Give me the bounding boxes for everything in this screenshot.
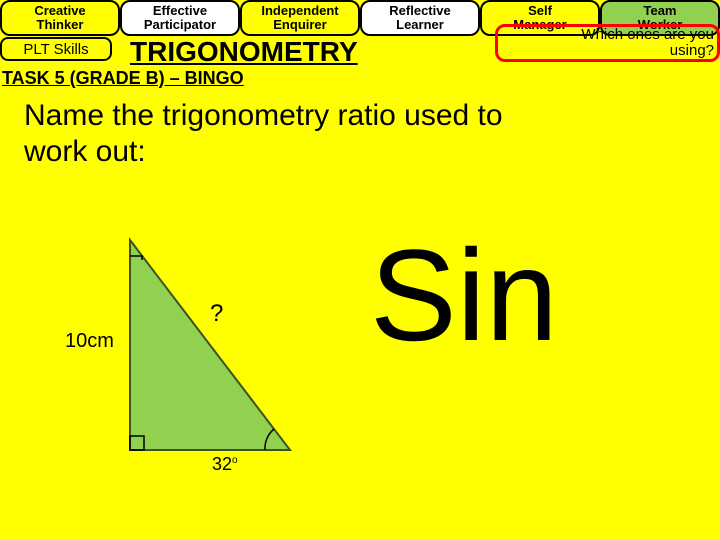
skill-label-line1: Creative (34, 4, 85, 18)
triangle-svg (90, 210, 310, 480)
triangle-shape (130, 240, 290, 450)
page-title: TRIGONOMETRY (130, 36, 358, 68)
skill-label-line2: Enquirer (273, 18, 326, 32)
plt-label: PLT Skills (23, 41, 88, 58)
plt-skills-box: PLT Skills (0, 37, 112, 61)
skill-effective: Effective Participator (120, 0, 240, 36)
angle-degree: o (232, 455, 238, 466)
hypotenuse-label: ? (210, 300, 223, 328)
skill-label-line1: Reflective (389, 4, 450, 18)
question-text: Name the trigonometry ratio used to work… (24, 98, 544, 170)
skill-label-line2: Learner (396, 18, 444, 32)
which-line2: using? (670, 43, 714, 60)
angle-value: 32 (212, 454, 232, 474)
which-ones-box: Which ones are you using? (495, 24, 720, 62)
skill-independent: Independent Enquirer (240, 0, 360, 36)
skill-label-line1: Self (528, 4, 552, 18)
skill-label-line2: Thinker (37, 18, 84, 32)
task-label: TASK 5 (GRADE B) – BINGO (2, 68, 244, 89)
angle-label: 32o (212, 454, 238, 475)
skill-label-line1: Effective (153, 4, 207, 18)
triangle-diagram: 10cm ? 32o (90, 210, 310, 480)
side-label-left: 10cm (65, 330, 114, 353)
skill-label-line2: Participator (144, 18, 216, 32)
answer-text: Sin (370, 220, 558, 370)
skill-label-line1: Team (644, 4, 677, 18)
skill-creative: Creative Thinker (0, 0, 120, 36)
skill-reflective: Reflective Learner (360, 0, 480, 36)
which-line1: Which ones are you (581, 27, 714, 44)
skill-label-line1: Independent (261, 4, 338, 18)
